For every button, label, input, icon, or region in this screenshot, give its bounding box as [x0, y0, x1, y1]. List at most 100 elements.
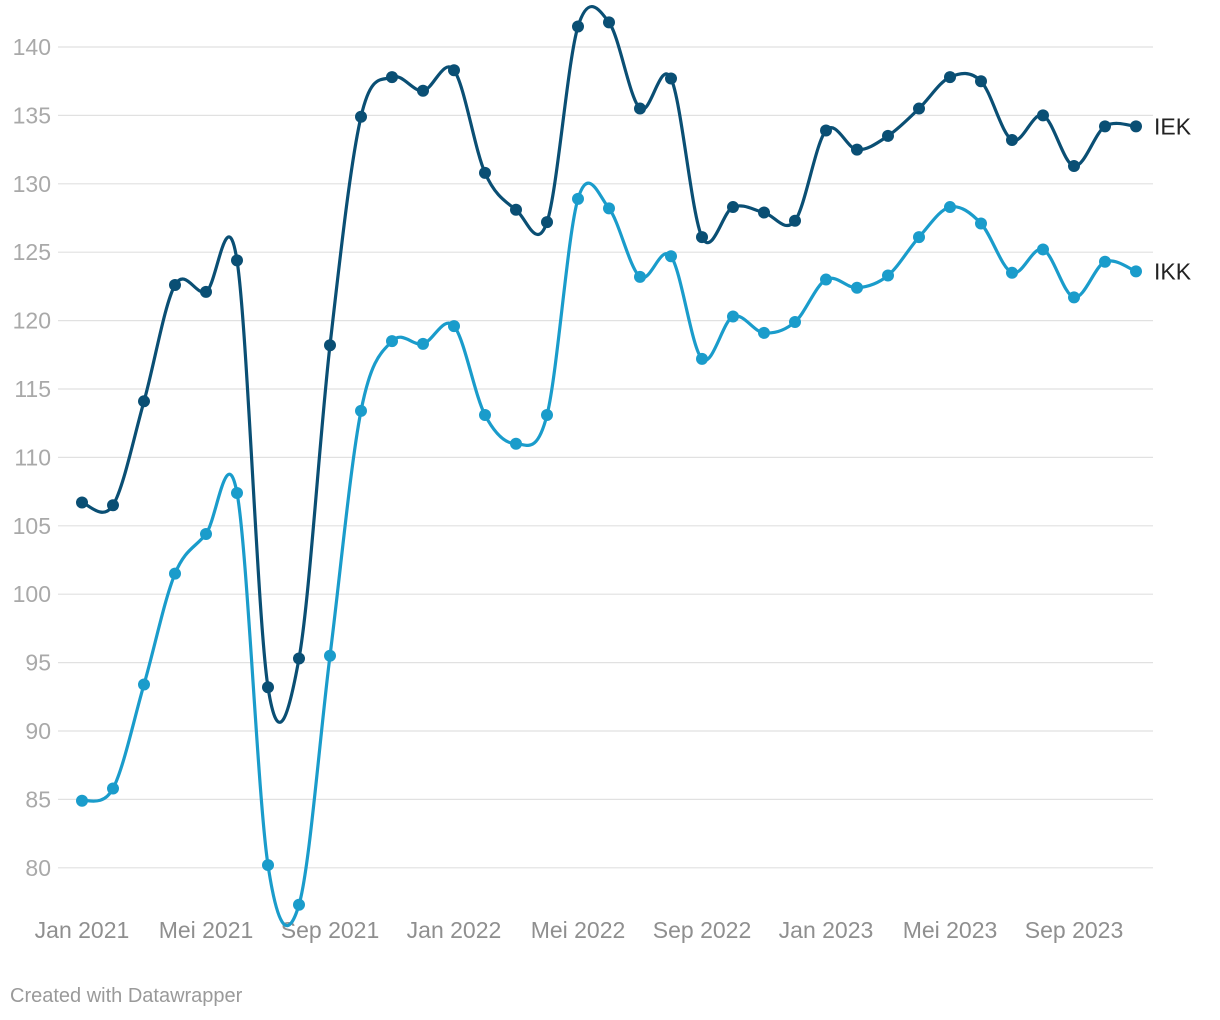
data-point-iek: [1068, 160, 1080, 173]
data-point-iek: [851, 143, 863, 156]
data-point-iek: [138, 395, 150, 408]
data-point-ikk: [1130, 265, 1142, 278]
data-point-iek: [76, 496, 88, 509]
data-point-ikk: [665, 250, 677, 263]
data-point-ikk: [1037, 243, 1049, 256]
x-tick-label: Mei 2021: [159, 917, 254, 943]
data-point-iek: [1006, 134, 1018, 147]
data-point-ikk: [262, 859, 274, 872]
x-tick-label: Jan 2021: [35, 917, 130, 943]
data-point-ikk: [200, 528, 212, 541]
data-point-iek: [200, 285, 212, 298]
data-point-iek: [572, 20, 584, 33]
y-tick-label: 80: [25, 855, 51, 881]
y-tick-label: 95: [25, 650, 51, 676]
y-tick-label: 120: [13, 308, 51, 334]
data-point-iek: [975, 75, 987, 88]
data-point-ikk: [975, 217, 987, 230]
data-point-iek: [1130, 120, 1142, 133]
data-point-ikk: [789, 315, 801, 328]
series-iek: IEK: [76, 5, 1192, 724]
data-point-ikk: [386, 335, 398, 348]
x-tick-label: Jan 2022: [407, 917, 502, 943]
series-line-ikk: [80, 181, 1138, 928]
gridlines: [58, 46, 1153, 869]
data-point-iek: [820, 124, 832, 137]
y-tick-label: 90: [25, 718, 51, 744]
data-point-iek: [293, 652, 305, 665]
line-chart: 80 85 90 95 100 105 110 115 120 125 130 135 140 Jan …: [13, 5, 1192, 943]
y-tick-label: 115: [14, 376, 51, 402]
data-point-ikk: [355, 404, 367, 417]
x-tick-label: Sep 2022: [653, 917, 751, 943]
data-point-ikk: [479, 408, 491, 421]
data-point-ikk: [603, 202, 615, 215]
data-point-ikk: [169, 567, 181, 580]
data-point-iek: [727, 201, 739, 214]
data-point-ikk: [107, 782, 119, 795]
x-tick-label: Sep 2023: [1025, 917, 1123, 943]
x-tick-label: Jan 2023: [779, 917, 874, 943]
data-point-ikk: [944, 201, 956, 214]
data-point-iek: [696, 231, 708, 244]
data-point-iek: [634, 102, 646, 115]
data-point-iek: [603, 16, 615, 29]
y-tick-label: 105: [13, 513, 51, 539]
data-point-iek: [386, 71, 398, 84]
x-tick-label: Sep 2021: [281, 917, 379, 943]
y-tick-label: 125: [13, 239, 51, 265]
data-point-ikk: [1068, 291, 1080, 304]
data-point-iek: [944, 71, 956, 84]
data-point-iek: [448, 64, 460, 77]
y-tick-label: 135: [13, 102, 51, 128]
data-point-ikk: [572, 192, 584, 205]
data-point-ikk: [1099, 255, 1111, 268]
data-point-iek: [324, 339, 336, 352]
data-point-iek: [1099, 120, 1111, 133]
series-label-ikk: IKK: [1154, 258, 1192, 284]
data-point-iek: [1037, 109, 1049, 122]
x-tick-label: Mei 2023: [903, 917, 998, 943]
data-point-ikk: [76, 794, 88, 807]
data-point-ikk: [882, 269, 894, 282]
data-point-ikk: [727, 310, 739, 323]
y-tick-label: 100: [13, 581, 51, 607]
data-point-iek: [262, 681, 274, 694]
data-point-iek: [541, 216, 553, 229]
data-point-ikk: [448, 320, 460, 333]
data-point-ikk: [324, 649, 336, 662]
y-tick-label: 140: [13, 34, 51, 60]
data-point-ikk: [417, 337, 429, 350]
y-axis: 80 85 90 95 100 105 110 115 120 125 130 135 140: [13, 34, 51, 881]
data-point-ikk: [231, 486, 243, 499]
data-point-iek: [169, 279, 181, 292]
data-point-ikk: [138, 678, 150, 691]
data-point-iek: [510, 203, 522, 216]
y-tick-label: 130: [13, 171, 51, 197]
data-point-iek: [882, 129, 894, 142]
data-point-iek: [789, 214, 801, 227]
data-point-ikk: [634, 270, 646, 283]
data-point-ikk: [913, 231, 925, 244]
data-point-ikk: [820, 273, 832, 286]
series-ikk: IKK: [76, 181, 1192, 928]
data-point-ikk: [696, 352, 708, 365]
data-point-ikk: [293, 898, 305, 911]
data-point-ikk: [851, 281, 863, 294]
data-point-iek: [231, 254, 243, 267]
data-point-ikk: [758, 326, 770, 339]
data-point-ikk: [1006, 266, 1018, 279]
credit-footer: Created with Datawrapper: [10, 985, 243, 1007]
series-label-iek: IEK: [1154, 113, 1192, 139]
data-point-iek: [107, 499, 119, 512]
data-point-ikk: [510, 437, 522, 450]
data-point-iek: [913, 102, 925, 115]
data-point-iek: [479, 166, 491, 179]
data-point-iek: [665, 72, 677, 85]
x-tick-label: Mei 2022: [531, 917, 626, 943]
plot-area: IKK IEK: [76, 5, 1192, 928]
x-axis: Jan 2021 Mei 2021 Sep 2021 Jan 2022 Mei 2022…: [35, 917, 1124, 943]
data-point-iek: [758, 206, 770, 219]
data-point-ikk: [541, 408, 553, 421]
y-tick-label: 85: [25, 786, 51, 812]
